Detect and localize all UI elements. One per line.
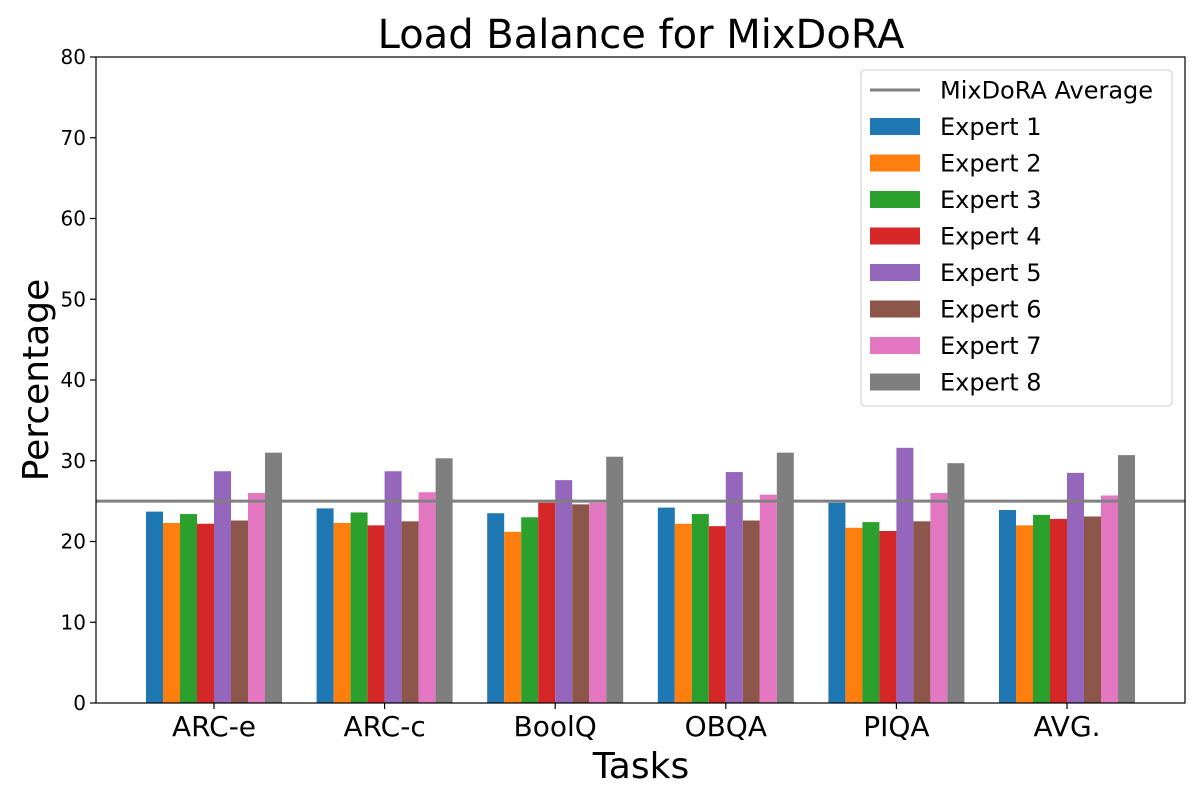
- bar-arcc-expert-1: [316, 508, 334, 703]
- y-axis: 0 10 20 30 40 50 60 70 80: [61, 45, 96, 715]
- bar-boolq-expert-1: [487, 513, 505, 703]
- bar-arcc-expert-8: [435, 458, 453, 703]
- bars-group: [146, 447, 1135, 703]
- bar-arcc-expert-7: [418, 492, 436, 703]
- bar-piqa-expert-8: [947, 463, 965, 703]
- bar-avg-expert-4: [1050, 518, 1067, 703]
- x-axis: ARC-e ARC-c BoolQ OBQA PIQA AVG.: [172, 703, 1101, 743]
- legend-label: Expert 3: [940, 186, 1042, 214]
- bar-piqa-expert-4: [879, 531, 897, 703]
- bar-boolq-expert-7: [589, 502, 607, 703]
- bar-avg-expert-3: [1033, 514, 1050, 703]
- bar-arcc-expert-5: [384, 471, 402, 703]
- legend-swatch: [870, 337, 920, 354]
- y-tick-label: 10: [61, 610, 86, 634]
- bar-avg-expert-1: [999, 510, 1016, 703]
- bar-arce-expert-6: [231, 520, 248, 703]
- bar-obqa-expert-1: [657, 507, 675, 703]
- bar-boolq-expert-6: [572, 504, 590, 703]
- bar-arcc-expert-2: [333, 522, 351, 703]
- bar-boolq-expert-2: [504, 531, 522, 703]
- bar-arcc-expert-3: [350, 512, 368, 703]
- bar-piqa-expert-6: [913, 521, 931, 703]
- legend-swatch: [870, 300, 920, 318]
- bar-arce-expert-7: [248, 493, 265, 703]
- bar-arce-expert-8: [265, 452, 282, 703]
- bar-boolq-expert-8: [606, 456, 624, 703]
- y-tick-label: 50: [61, 287, 86, 311]
- bar-boolq-expert-3: [521, 517, 539, 703]
- bar-obqa-expert-3: [691, 514, 709, 703]
- y-tick-label: 70: [61, 126, 86, 150]
- legend-label: Expert 6: [940, 296, 1042, 324]
- legend-label: Expert 8: [940, 369, 1042, 397]
- bar-avg-expert-2: [1016, 525, 1033, 703]
- bar-arce-expert-4: [197, 523, 214, 703]
- x-axis-label: Tasks: [592, 746, 689, 787]
- legend-label: Expert 5: [940, 259, 1042, 287]
- y-tick-label: 30: [61, 449, 86, 473]
- bar-arce-expert-5: [214, 471, 231, 703]
- bar-arcc-expert-4: [367, 525, 385, 703]
- legend-swatch: [870, 191, 920, 208]
- legend-frame: [860, 69, 1173, 407]
- bar-piqa-expert-1: [828, 502, 846, 703]
- bar-avg-expert-8: [1118, 455, 1135, 703]
- legend-label: Expert 7: [940, 332, 1042, 360]
- bar-obqa-expert-7: [759, 494, 777, 703]
- bar-boolq-expert-5: [555, 480, 573, 703]
- bar-piqa-expert-7: [930, 493, 948, 703]
- bar-obqa-expert-2: [674, 523, 692, 703]
- bar-piqa-expert-3: [862, 522, 880, 703]
- y-tick-label: 80: [61, 45, 86, 69]
- legend-swatch: [870, 373, 920, 391]
- bar-arce-expert-2: [163, 522, 180, 703]
- bar-arcc-expert-6: [401, 521, 419, 703]
- bar-obqa-expert-5: [725, 472, 743, 703]
- legend-swatch: [870, 264, 920, 281]
- x-tick-label: AVG.: [1033, 710, 1100, 743]
- x-tick-label: ARC-e: [172, 710, 256, 743]
- legend-swatch: [870, 118, 920, 135]
- x-tick-label: BoolQ: [514, 710, 597, 743]
- bar-arce-expert-1: [146, 511, 163, 703]
- bar-boolq-expert-4: [538, 502, 556, 703]
- bar-piqa-expert-2: [845, 527, 863, 703]
- bar-obqa-expert-8: [776, 452, 794, 703]
- x-tick-label: ARC-c: [343, 710, 425, 743]
- x-tick-label: PIQA: [863, 710, 929, 743]
- bar-obqa-expert-4: [708, 526, 726, 703]
- legend-label: Expert 1: [940, 113, 1042, 141]
- x-tick-label: OBQA: [685, 710, 767, 743]
- y-tick-label: 20: [61, 530, 86, 554]
- bar-avg-expert-5: [1067, 472, 1084, 703]
- legend-label: Expert 2: [940, 150, 1042, 178]
- legend-swatch: [870, 154, 920, 172]
- bar-arce-expert-3: [180, 514, 197, 703]
- y-tick-label: 40: [61, 368, 86, 392]
- legend-label: MixDoRA Average: [940, 77, 1153, 105]
- bar-piqa-expert-5: [896, 447, 914, 703]
- bar-avg-expert-7: [1101, 495, 1118, 703]
- bar-obqa-expert-6: [742, 520, 760, 703]
- y-tick-label: 0: [73, 691, 86, 715]
- chart-title: Load Balance for MixDoRA: [378, 12, 905, 58]
- legend: MixDoRA Average Expert 1 Expert 2 Expert 3 E…: [860, 69, 1173, 407]
- bar-avg-expert-6: [1084, 516, 1101, 703]
- legend-label: Expert 4: [940, 223, 1042, 251]
- y-axis-label: Percentage: [16, 279, 57, 482]
- y-tick-label: 60: [61, 207, 86, 231]
- legend-swatch: [870, 227, 920, 245]
